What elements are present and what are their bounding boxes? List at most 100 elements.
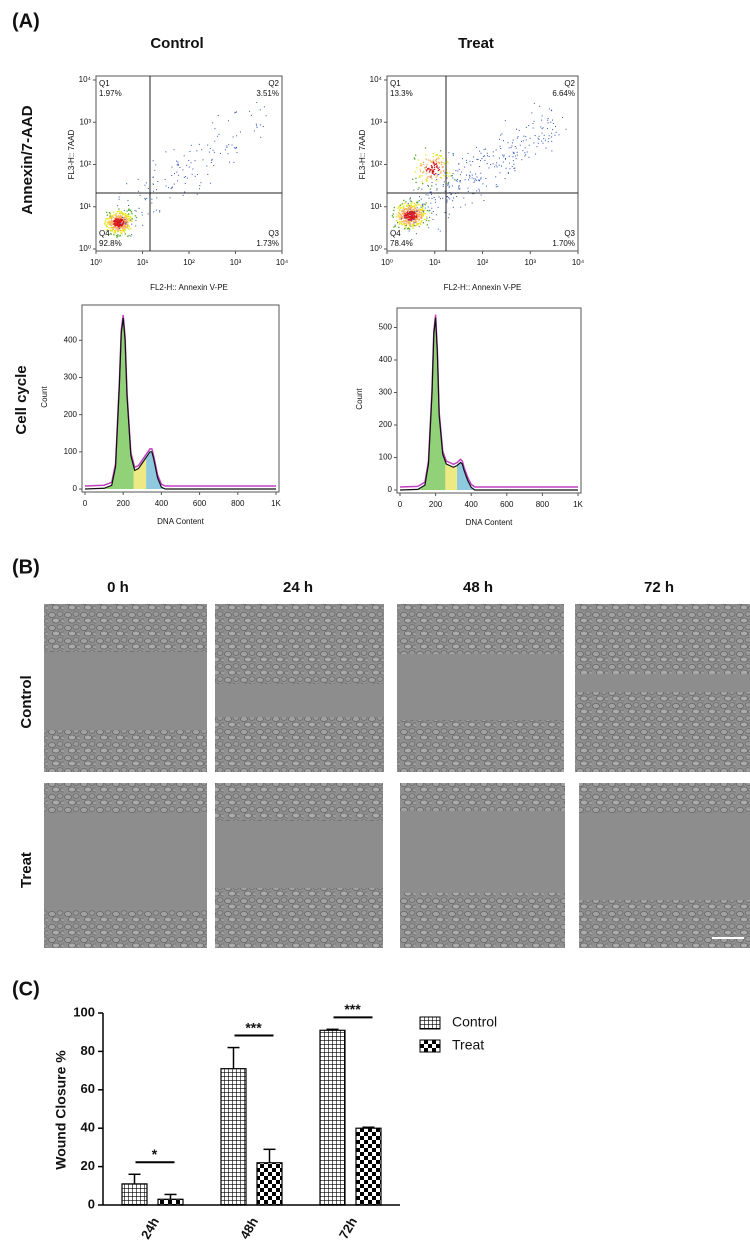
- event-dot: [171, 187, 173, 189]
- event-dot: [115, 221, 118, 223]
- event-dot: [516, 154, 518, 156]
- event-dot: [131, 212, 133, 215]
- event-dot: [442, 170, 445, 173]
- event-dot: [131, 218, 133, 220]
- event-dot: [405, 224, 407, 226]
- event-dot: [448, 152, 450, 154]
- event-dot: [426, 169, 428, 171]
- event-dot: [466, 162, 468, 164]
- cell-layer: [215, 717, 384, 772]
- event-dot: [108, 221, 110, 223]
- event-dot: [512, 151, 514, 153]
- event-dot: [413, 157, 416, 159]
- event-dot: [124, 233, 126, 235]
- event-dot: [399, 213, 401, 216]
- event-dot: [403, 211, 405, 214]
- event-dot: [123, 228, 126, 230]
- event-dot: [405, 226, 407, 229]
- quadrant-name: Q4: [99, 229, 110, 238]
- event-dot: [528, 144, 530, 146]
- event-dot: [452, 200, 454, 202]
- event-dot: [495, 164, 497, 166]
- event-dot: [414, 209, 416, 211]
- event-dot: [185, 176, 187, 178]
- x-tick-label: 10¹: [429, 258, 441, 267]
- event-dot: [525, 154, 527, 156]
- cell-layer: [215, 888, 383, 948]
- event-dot: [115, 219, 117, 221]
- event-dot: [137, 178, 139, 180]
- y-axis-label: Count: [355, 388, 364, 410]
- event-dot: [418, 187, 420, 189]
- event-dot: [439, 150, 442, 152]
- event-dot: [427, 206, 429, 208]
- event-dot: [190, 162, 192, 164]
- event-dot: [512, 156, 514, 158]
- event-dot: [435, 214, 437, 216]
- event-dot: [406, 212, 408, 214]
- x-tick-label: 400: [465, 500, 479, 509]
- event-dot: [420, 220, 422, 222]
- event-dot: [413, 205, 415, 207]
- event-dot: [115, 223, 118, 225]
- event-dot: [480, 178, 482, 180]
- event-dot: [250, 114, 252, 116]
- event-dot: [400, 218, 402, 221]
- y-tick-label: 10²: [370, 160, 382, 169]
- event-dot: [551, 150, 553, 152]
- event-dot: [405, 215, 408, 217]
- plot-frame: [396, 307, 582, 494]
- event-dot: [135, 225, 137, 227]
- event-dot: [125, 214, 127, 217]
- event-dot: [152, 183, 154, 185]
- event-dot: [537, 142, 539, 144]
- event-dot: [121, 226, 123, 229]
- event-dot: [110, 217, 113, 219]
- event-dot: [551, 132, 553, 134]
- event-dot: [414, 154, 417, 156]
- x-tick-label: 0: [398, 500, 403, 509]
- event-dot: [153, 211, 155, 213]
- event-dot: [435, 158, 438, 161]
- event-dot: [213, 151, 215, 153]
- event-dot: [543, 138, 545, 140]
- event-dot: [498, 164, 500, 166]
- event-dot: [443, 181, 445, 183]
- event-dot: [414, 211, 417, 213]
- event-dot: [112, 216, 115, 219]
- event-dot: [479, 166, 481, 168]
- event-dot: [120, 226, 122, 228]
- event-dot: [482, 183, 484, 185]
- event-dot: [407, 212, 409, 214]
- event-dot: [399, 204, 402, 206]
- event-dot: [420, 163, 422, 165]
- event-dot: [130, 217, 132, 219]
- event-dot: [414, 216, 416, 219]
- event-dot: [516, 151, 518, 153]
- event-dot: [214, 128, 216, 130]
- event-dot: [397, 214, 399, 217]
- event-dot: [401, 213, 403, 215]
- event-dot: [430, 202, 432, 204]
- event-dot: [126, 216, 128, 218]
- event-dot: [118, 196, 120, 198]
- event-dot: [412, 214, 414, 216]
- event-dot: [111, 228, 114, 231]
- event-dot: [541, 119, 543, 121]
- event-dot: [415, 220, 417, 222]
- event-dot: [108, 223, 110, 225]
- event-dot: [471, 202, 473, 204]
- event-dot: [421, 219, 423, 222]
- event-dot: [432, 171, 435, 173]
- event-dot: [429, 191, 431, 193]
- event-dot: [426, 177, 428, 179]
- event-dot: [473, 181, 475, 183]
- event-dot: [112, 211, 115, 213]
- cell-layer: [579, 900, 750, 948]
- y-tick-label: 40: [81, 1120, 95, 1135]
- event-dot: [414, 218, 416, 220]
- event-dot: [411, 213, 413, 216]
- event-dot: [429, 159, 431, 162]
- event-dot: [439, 172, 441, 174]
- event-dot: [498, 157, 500, 159]
